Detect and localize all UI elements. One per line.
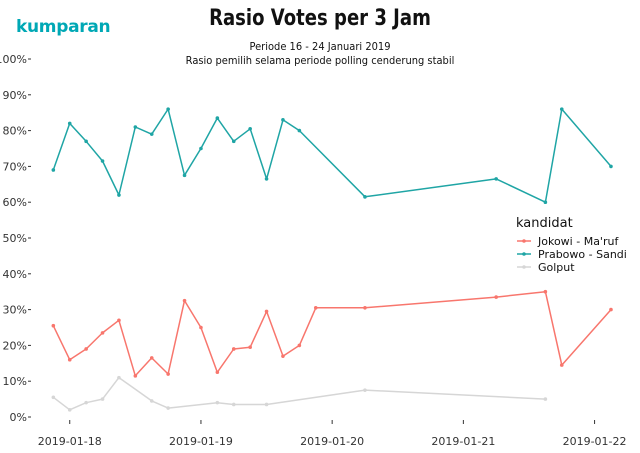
x-tick-label: 2019-01-18: [38, 435, 102, 448]
data-point-jokowi-ma-ruf: [248, 345, 252, 349]
data-point-prabowo-sandi: [609, 164, 613, 169]
y-tick-label: 10%: [3, 375, 27, 388]
data-point-prabowo-sandi: [149, 132, 154, 136]
legend-label-prabowo-sandi: Prabowo - Sandi: [538, 248, 627, 261]
data-point-jokowi-ma-ruf: [182, 298, 187, 303]
data-point-jokowi-ma-ruf: [313, 306, 318, 310]
data-point-prabowo-sandi: [215, 116, 220, 120]
data-point-golput: [117, 375, 121, 380]
data-point-jokowi-ma-ruf: [51, 323, 56, 328]
data-point-jokowi-ma-ruf: [363, 306, 367, 310]
y-tick-label: 0%: [10, 411, 27, 424]
y-tick-label: 20%: [3, 339, 27, 352]
data-point-prabowo-sandi: [100, 159, 105, 163]
data-point-golput: [149, 399, 154, 403]
data-point-golput: [363, 388, 367, 392]
chart-title: Rasio Votes per 3 Jam: [209, 6, 431, 31]
series-line-golput: [52, 376, 546, 411]
data-point-golput: [166, 406, 170, 410]
data-point-prabowo-sandi: [248, 127, 252, 131]
chart-subtitle: Periode 16 - 24 Januari 2019: [249, 40, 391, 53]
data-point-jokowi-ma-ruf: [149, 356, 154, 360]
data-point-golput: [100, 397, 105, 401]
data-point-prabowo-sandi: [494, 177, 498, 181]
data-point-prabowo-sandi: [231, 139, 236, 144]
data-point-jokowi-ma-ruf: [133, 374, 138, 378]
y-tick-label: 50%: [3, 232, 27, 245]
data-point-jokowi-ma-ruf: [559, 363, 564, 367]
x-axis: 2019-01-18 2019-01-19 2019-01-20 2019-01-21…: [38, 420, 627, 448]
data-point-golput: [215, 400, 220, 405]
data-point-jokowi-ma-ruf: [67, 357, 72, 362]
data-point-prabowo-sandi: [133, 125, 138, 129]
data-point-prabowo-sandi: [67, 121, 72, 126]
data-point-jokowi-ma-ruf: [199, 325, 203, 330]
data-point-golput: [84, 400, 88, 405]
series-line-prabowo-sandi: [52, 108, 612, 203]
plot-area: [51, 107, 613, 412]
legend-swatch-point-prabowo-sandi: [522, 252, 526, 256]
data-point-prabowo-sandi: [84, 139, 88, 144]
data-point-prabowo-sandi: [199, 146, 203, 151]
data-point-golput: [264, 402, 269, 407]
series-line-jokowi-ma-ruf: [52, 290, 612, 377]
y-tick-label: 60%: [3, 196, 27, 209]
legend-label-jokowi-ma-ruf: Jokowi - Ma'ruf: [537, 235, 619, 248]
data-point-prabowo-sandi: [281, 118, 285, 122]
data-point-jokowi-ma-ruf: [117, 318, 121, 323]
x-tick-label: 2019-01-22: [563, 435, 627, 448]
legend-label-golput: Golput: [538, 261, 575, 274]
data-point-jokowi-ma-ruf: [231, 347, 236, 351]
data-point-jokowi-ma-ruf: [494, 295, 498, 299]
data-point-golput: [231, 402, 236, 407]
data-point-prabowo-sandi: [543, 200, 548, 204]
y-axis: 0% 10% 20% 30% 40% 50% 60% 70% 80% 90% 100%: [0, 53, 31, 424]
data-point-jokowi-ma-ruf: [100, 331, 105, 335]
data-point-jokowi-ma-ruf: [281, 354, 285, 358]
y-tick-label: 90%: [3, 89, 27, 102]
data-point-prabowo-sandi: [559, 107, 564, 111]
x-tick-label: 2019-01-21: [431, 435, 495, 448]
y-tick-label: 70%: [3, 160, 27, 173]
legend-title: kandidat: [516, 216, 573, 231]
data-point-prabowo-sandi: [182, 173, 187, 178]
x-tick-label: 2019-01-20: [300, 435, 364, 448]
y-tick-label: 30%: [3, 304, 27, 317]
legend-swatch-point-golput: [522, 265, 526, 269]
data-point-jokowi-ma-ruf: [166, 372, 170, 376]
data-point-jokowi-ma-ruf: [264, 309, 269, 314]
data-point-jokowi-ma-ruf: [215, 370, 220, 375]
data-point-prabowo-sandi: [51, 168, 56, 172]
legend-swatch-point-jokowi-ma-ruf: [522, 239, 526, 243]
y-tick-label: 40%: [3, 268, 27, 281]
chart-annotation: Rasio pemilih selama periode polling cen…: [185, 54, 455, 67]
data-point-jokowi-ma-ruf: [543, 289, 548, 294]
data-point-golput: [67, 408, 72, 412]
data-point-jokowi-ma-ruf: [609, 307, 613, 312]
kumparan-logo: kumparan: [16, 17, 111, 37]
y-tick-label: 80%: [3, 125, 27, 138]
data-point-prabowo-sandi: [166, 107, 170, 111]
data-point-jokowi-ma-ruf: [297, 343, 302, 348]
data-point-prabowo-sandi: [117, 193, 121, 197]
data-point-prabowo-sandi: [297, 128, 302, 133]
data-point-jokowi-ma-ruf: [84, 347, 88, 351]
data-point-prabowo-sandi: [264, 177, 269, 181]
data-point-golput: [51, 395, 56, 400]
data-point-prabowo-sandi: [363, 195, 367, 199]
x-tick-label: 2019-01-19: [169, 435, 233, 448]
data-point-golput: [543, 397, 548, 401]
y-tick-label: 100%: [0, 53, 27, 66]
